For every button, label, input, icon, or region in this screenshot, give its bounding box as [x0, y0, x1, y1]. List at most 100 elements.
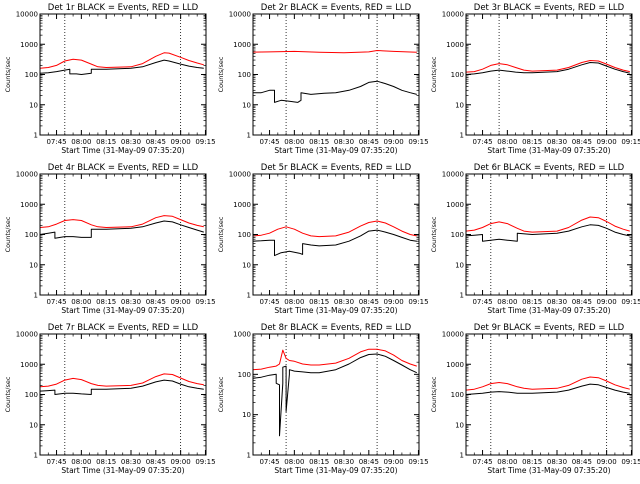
x-tick-label: 08:30 [547, 298, 567, 306]
lld-line [39, 373, 204, 388]
y-tick-label: 100 [25, 71, 38, 79]
panel-det-7: Det 7r BLACK = Events, RED = LLD 1 10 100 10… [4, 323, 216, 475]
panel-det-4: Det 4r BLACK = Events, RED = LLD 1 10 100 10… [4, 163, 216, 315]
y-axis-label: Counts/sec [217, 56, 225, 92]
x-tick-label: 09:15 [195, 298, 215, 306]
x-tick-label: 07:45 [259, 458, 279, 466]
x-tick-label: 09:00 [384, 298, 404, 306]
lld-line [39, 215, 204, 228]
lld-line [252, 348, 417, 371]
x-tick-label: 07:45 [472, 458, 492, 466]
x-tick-label: 08:00 [71, 298, 91, 306]
x-tick-label: 09:15 [621, 458, 640, 466]
lld-line [252, 50, 417, 54]
plot-frame [252, 13, 420, 136]
y-axis-label: Counts/sec [430, 56, 438, 92]
events-line [465, 62, 630, 75]
x-axis-label: Start Time (31-May-09 07:35:20) [61, 306, 184, 315]
x-tick-label: 08:30 [334, 458, 354, 466]
panel-title: Det 5r BLACK = Events, RED = LLD [261, 163, 412, 173]
panel-det-6: Det 6r BLACK = Events, RED = LLD 1 10 100 10… [430, 163, 640, 315]
y-tick-label: 1 [460, 132, 464, 140]
y-tick-label: 100 [238, 231, 251, 239]
y-tick-label: 10 [29, 261, 38, 269]
x-tick-label: 08:00 [284, 298, 304, 306]
panel-title: Det 4r BLACK = Events, RED = LLD [48, 163, 199, 173]
y-tick-label: 1 [247, 132, 251, 140]
y-axis-label: Counts/sec [217, 216, 225, 252]
x-tick-label: 08:30 [121, 458, 141, 466]
panel-det-1: Det 1r BLACK = Events, RED = LLD 1 10 100 10… [4, 3, 216, 155]
x-tick-label: 08:00 [497, 138, 517, 146]
y-tick-label: 1000 [233, 41, 251, 49]
x-tick-label: 09:15 [195, 138, 215, 146]
panel-det-9: Det 9r BLACK = Events, RED = LLD 1 10 100 10… [430, 323, 640, 475]
x-tick-label: 08:15 [96, 458, 116, 466]
x-tick-label: 08:15 [522, 138, 542, 146]
y-tick-label: 10 [29, 421, 38, 429]
plot-frame [252, 333, 420, 456]
x-tick-label: 07:45 [259, 138, 279, 146]
x-tick-label: 08:15 [522, 458, 542, 466]
x-tick-label: 08:30 [121, 138, 141, 146]
lld-line [465, 216, 630, 233]
x-axis-label: Start Time (31-May-09 07:35:20) [61, 146, 184, 155]
x-tick-label: 08:45 [359, 298, 379, 306]
events-line [252, 229, 417, 257]
y-tick-label: 100 [25, 391, 38, 399]
panel-det-3: Det 3r BLACK = Events, RED = LLD 1 10 100 10… [430, 3, 640, 155]
x-tick-label: 09:15 [195, 458, 215, 466]
panel-title: Det 8r BLACK = Events, RED = LLD [261, 323, 412, 333]
y-axis-label: Counts/sec [430, 216, 438, 252]
x-tick-label: 08:45 [572, 458, 592, 466]
x-tick-label: 08:15 [96, 138, 116, 146]
y-tick-label: 1000 [446, 41, 464, 49]
x-axis-label: Start Time (31-May-09 07:35:20) [274, 146, 397, 155]
y-tick-label: 1000 [446, 201, 464, 209]
x-axis-label: Start Time (31-May-09 07:35:20) [487, 146, 610, 155]
y-tick-label: 100 [451, 71, 464, 79]
events-line [465, 224, 630, 242]
x-tick-label: 08:15 [309, 458, 329, 466]
x-tick-label: 08:45 [359, 138, 379, 146]
x-tick-label: 08:00 [284, 458, 304, 466]
y-axis-label: Counts/sec [4, 376, 12, 412]
x-tick-label: 09:15 [408, 298, 428, 306]
panel-det-8: Det 8r BLACK = Events, RED = LLD 1 10 100 10… [217, 323, 429, 475]
lld-line [465, 376, 630, 391]
events-line [465, 383, 630, 395]
y-tick-label: 1000 [20, 41, 38, 49]
panel-title: Det 7r BLACK = Events, RED = LLD [48, 323, 199, 333]
x-tick-label: 09:15 [621, 138, 640, 146]
x-tick-label: 08:15 [309, 298, 329, 306]
y-tick-label: 1 [460, 452, 464, 460]
x-tick-label: 09:00 [384, 458, 404, 466]
x-tick-label: 09:00 [384, 138, 404, 146]
lld-line [39, 52, 204, 69]
y-tick-label: 1000 [20, 201, 38, 209]
panel-det-5: Det 5r BLACK = Events, RED = LLD 1 10 100 10… [217, 163, 429, 315]
y-tick-label: 1000 [446, 361, 464, 369]
panel-det-2: Det 2r BLACK = Events, RED = LLD 1 10 100 10… [217, 3, 429, 155]
y-tick-label: 100 [238, 71, 251, 79]
x-tick-label: 07:45 [46, 298, 66, 306]
panel-title: Det 1r BLACK = Events, RED = LLD [48, 3, 199, 13]
x-tick-label: 08:30 [334, 138, 354, 146]
y-tick-label: 10 [455, 421, 464, 429]
plot-frame [465, 13, 633, 136]
x-tick-label: 08:15 [309, 138, 329, 146]
x-tick-label: 07:45 [472, 138, 492, 146]
y-tick-label: 10000 [229, 171, 251, 179]
x-axis-label: Start Time (31-May-09 07:35:20) [274, 306, 397, 315]
x-tick-label: 09:15 [408, 458, 428, 466]
x-tick-label: 08:15 [96, 298, 116, 306]
y-tick-label: 1 [460, 292, 464, 300]
events-line [252, 353, 418, 437]
x-tick-label: 07:45 [472, 298, 492, 306]
x-tick-label: 08:45 [146, 458, 166, 466]
y-tick-label: 1 [247, 292, 251, 300]
y-tick-label: 1 [247, 452, 251, 460]
y-axis-label: Counts/sec [430, 376, 438, 412]
x-tick-label: 09:00 [597, 138, 617, 146]
